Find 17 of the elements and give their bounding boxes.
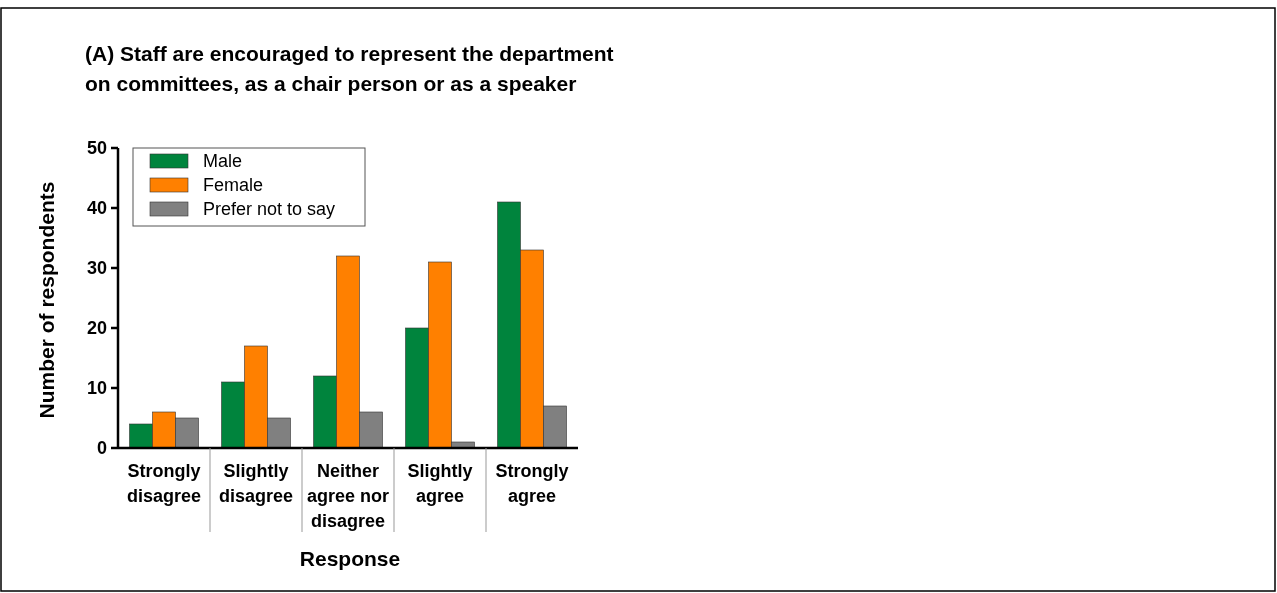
y-tick-label: 10	[86, 378, 107, 399]
x-tick-label: Neither agree nor disagree	[306, 461, 390, 531]
y-tick-label: 40	[86, 198, 107, 219]
x-tick-label: Slightly disagree	[218, 461, 294, 506]
y-tick-label: 50	[86, 138, 107, 159]
x-tick-label: Strongly agree	[495, 461, 569, 506]
x-axis-title: Response	[299, 547, 401, 570]
y-tick-label: 20	[86, 318, 107, 339]
y-axis-title: Number of respondents	[35, 181, 58, 419]
y-tick-label: 0	[96, 438, 107, 459]
legend-label: Male	[203, 151, 243, 172]
legend-label: Female	[203, 175, 264, 196]
x-tick-label: Strongly disagree	[126, 461, 202, 506]
legend-label: Prefer not to say	[203, 199, 336, 220]
y-tick-label: 30	[86, 258, 107, 279]
x-tick-label: Slightly agree	[407, 461, 473, 506]
chart-title: (A) Staff are encouraged to represent the department on committees, as a chair person or as a speaker	[85, 42, 614, 95]
